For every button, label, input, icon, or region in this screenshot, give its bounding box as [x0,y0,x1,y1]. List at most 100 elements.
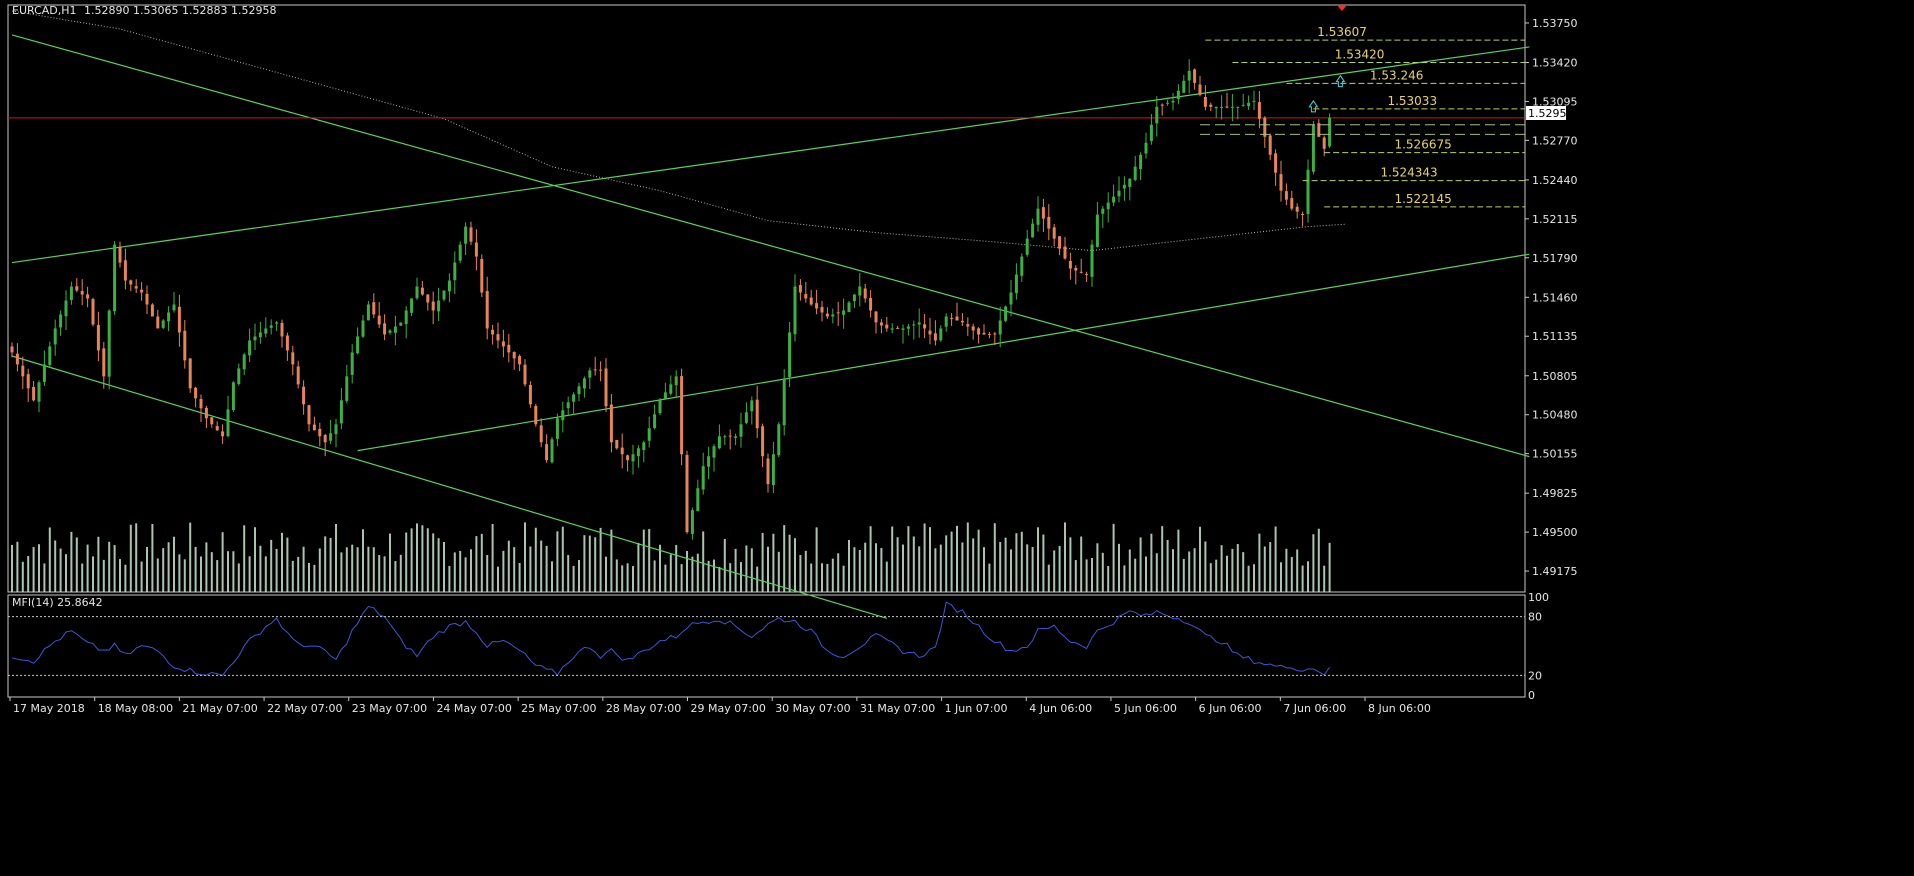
volume-bar [162,548,165,592]
time-tick-label: 4 Jun 06:00 [1029,702,1092,715]
candle-body [10,346,14,353]
candle-body [469,227,473,242]
price-tick-label: 1.49825 [1532,487,1578,500]
volume-bar [205,542,208,592]
volume-bar [297,556,300,592]
volume-bar [664,564,667,592]
volume-bar [259,545,262,592]
candle-body [172,304,176,311]
candle-body [1052,227,1056,239]
candle-body [917,322,921,325]
volume-bar [48,527,51,592]
candle-body [399,322,403,326]
volume-bar [605,556,607,592]
candle-body [1068,260,1072,269]
candle-body [134,286,138,289]
volume-bar [1296,549,1299,592]
candle-body [1171,100,1175,103]
volume-bar [281,532,283,592]
volume-bar [583,535,586,592]
level-label: 1.522145 [1394,192,1451,206]
volume-bar [119,559,121,592]
candle-body [64,300,68,317]
volume-bar [513,547,516,592]
volume-bar [918,546,921,592]
candle-body [804,294,808,299]
candle-body [15,353,19,365]
candle-body [1160,104,1164,106]
volume-bar [1236,544,1239,592]
volume-bar [232,551,235,592]
volume-bar [885,561,888,592]
shift-marker-triangle[interactable] [1337,5,1347,11]
volume-bar [1091,557,1093,592]
volume-bar [750,548,753,592]
volume-bar [1290,556,1293,592]
volume-bar [1231,548,1234,592]
trendline [357,253,1530,452]
candle-body [188,358,192,389]
volume-bar [788,534,791,592]
candle-body [1020,256,1024,276]
volume-bar [659,544,661,592]
volume-bar [1253,564,1255,592]
candle-body [588,370,592,378]
volume-bar [227,551,229,592]
volume-bar [173,536,175,592]
time-tick-label: 28 May 07:00 [606,702,681,715]
volume-bar [907,526,910,592]
volume-bar [621,565,624,592]
volume-bar [70,531,73,592]
volume-bar [1053,550,1056,592]
candle-body [771,454,775,485]
time-tick-label: 21 May 07:00 [182,702,257,715]
price-tick-label: 1.50805 [1532,370,1578,383]
volume-bar [156,558,159,592]
candle-body [420,287,424,295]
volume-bar [389,533,391,592]
time-tick-label: 30 May 07:00 [775,702,850,715]
volume-bar [972,538,975,592]
candle-body [777,424,781,456]
volume-bar [1177,529,1180,592]
candle-body [1155,106,1159,124]
candle-body [1290,198,1294,209]
volume-bar [637,542,640,592]
candle-body [140,289,144,293]
candle-body [620,447,624,455]
candle-body [809,297,813,305]
volume-bar [210,552,213,592]
volume-bar [1188,551,1191,592]
volume-bar [394,561,397,592]
candle-body [210,417,214,425]
volume-bar [92,556,94,592]
price-tick-label: 1.52770 [1532,134,1578,147]
candle-body [329,433,333,441]
time-tick-label: 25 May 07:00 [521,702,596,715]
mfi-label: MFI(14) 25.8642 [12,596,103,609]
candle-body [302,386,306,405]
volume-bar [432,533,435,592]
level-label: 1.53607 [1317,25,1367,39]
volume-bar [999,542,1002,592]
candle-body [869,297,873,311]
candle-body [1112,196,1116,203]
volume-bar [1107,566,1110,592]
volume-bar [178,554,181,592]
candle-body [1257,102,1261,119]
candle-body [1106,202,1110,210]
candle-body [86,294,90,299]
candle-body [167,312,171,322]
volume-bar [923,523,926,592]
candle-body [674,376,678,386]
candle-body [793,286,797,335]
volume-bar [993,523,996,592]
candle-body [480,258,484,293]
candle-body [1263,117,1267,137]
candle-body [874,311,878,323]
price-tick-label: 1.53750 [1532,17,1578,30]
volume-bar [653,560,656,592]
volume-bar [421,525,424,592]
volume-bar [507,540,510,592]
